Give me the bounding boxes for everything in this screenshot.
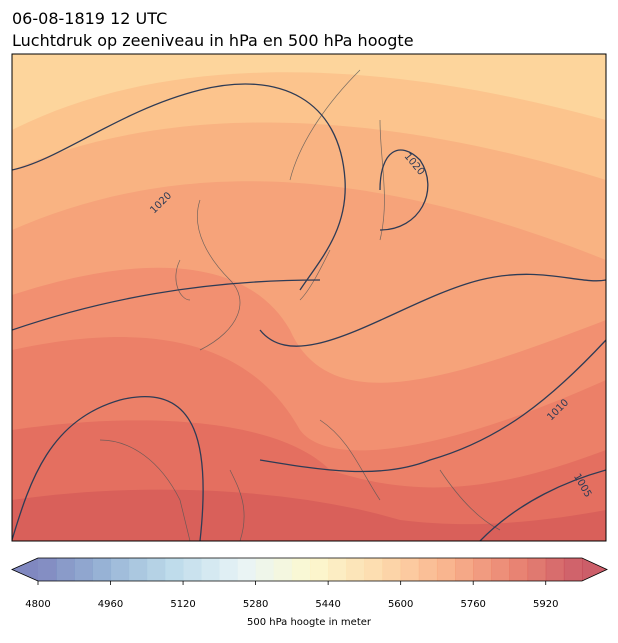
coastlines bbox=[99, 69, 501, 541]
colorbar-outline bbox=[11, 557, 608, 582]
colorbar-bin bbox=[382, 558, 402, 581]
colorbar-tick-label: 5600 bbox=[388, 599, 413, 610]
colorbar-bin bbox=[455, 558, 474, 581]
colorbar-bin bbox=[346, 558, 365, 581]
colorbar-bin bbox=[310, 558, 329, 581]
colorbar-tick-label: 4960 bbox=[98, 599, 123, 610]
colorbar-bin bbox=[56, 558, 75, 581]
colorbar-bin bbox=[491, 558, 510, 581]
title-line-2: Luchtdruk op zeeniveau in hPa en 500 hPa… bbox=[12, 31, 414, 50]
colorbar-bin bbox=[146, 558, 166, 581]
colorbar-bin bbox=[400, 558, 420, 581]
colorbar-tick-label: 5440 bbox=[315, 599, 340, 610]
colorbar-bin bbox=[164, 558, 184, 581]
colorbar-tick-label: 5120 bbox=[170, 599, 195, 610]
colorbar-bin bbox=[38, 558, 57, 581]
colorbar-bin bbox=[92, 558, 112, 581]
colorbar-label: 500 hPa hoogte in meter bbox=[247, 617, 372, 628]
colorbar-bin bbox=[74, 558, 93, 581]
colorbar-tick-label: 4800 bbox=[25, 599, 50, 610]
colorbar-bin bbox=[273, 558, 293, 581]
colorbar-extend-high bbox=[582, 558, 607, 581]
colorbar-bin bbox=[237, 558, 257, 581]
colorbar-bin bbox=[563, 558, 583, 581]
map-frame bbox=[11, 53, 607, 542]
colorbar-bin bbox=[473, 558, 492, 581]
colorbar-bin bbox=[527, 558, 547, 581]
title-line-1: 06-08-1819 12 UTC bbox=[12, 9, 167, 28]
colorbar-bin bbox=[110, 558, 130, 581]
colorbar-bin bbox=[255, 558, 275, 581]
colorbar-bin bbox=[291, 558, 311, 581]
map: 1020 1020 1010 1005 bbox=[12, 54, 606, 541]
colorbar-bin bbox=[364, 558, 384, 581]
colorbar: 4800 4960 5120 5280 5440 5600 5760 5920 bbox=[11, 557, 608, 610]
colorbar-extend-low bbox=[12, 558, 38, 581]
colorbar-bin bbox=[509, 558, 529, 581]
colorbar-bin bbox=[418, 558, 438, 581]
colorbar-bin bbox=[219, 558, 238, 581]
isobars bbox=[12, 83, 606, 541]
colorbar-bin bbox=[201, 558, 220, 581]
colorbar-bin bbox=[436, 558, 456, 581]
colorbar-bin bbox=[545, 558, 565, 581]
colorbar-tick-label: 5280 bbox=[243, 599, 268, 610]
colorbar-bin bbox=[128, 558, 148, 581]
band bbox=[12, 489, 606, 541]
colorbar-tick-label: 5760 bbox=[460, 599, 485, 610]
colorbar-tick-label: 5920 bbox=[533, 599, 558, 610]
colorbar-bin bbox=[328, 558, 347, 581]
colorbar-bin bbox=[183, 558, 202, 581]
